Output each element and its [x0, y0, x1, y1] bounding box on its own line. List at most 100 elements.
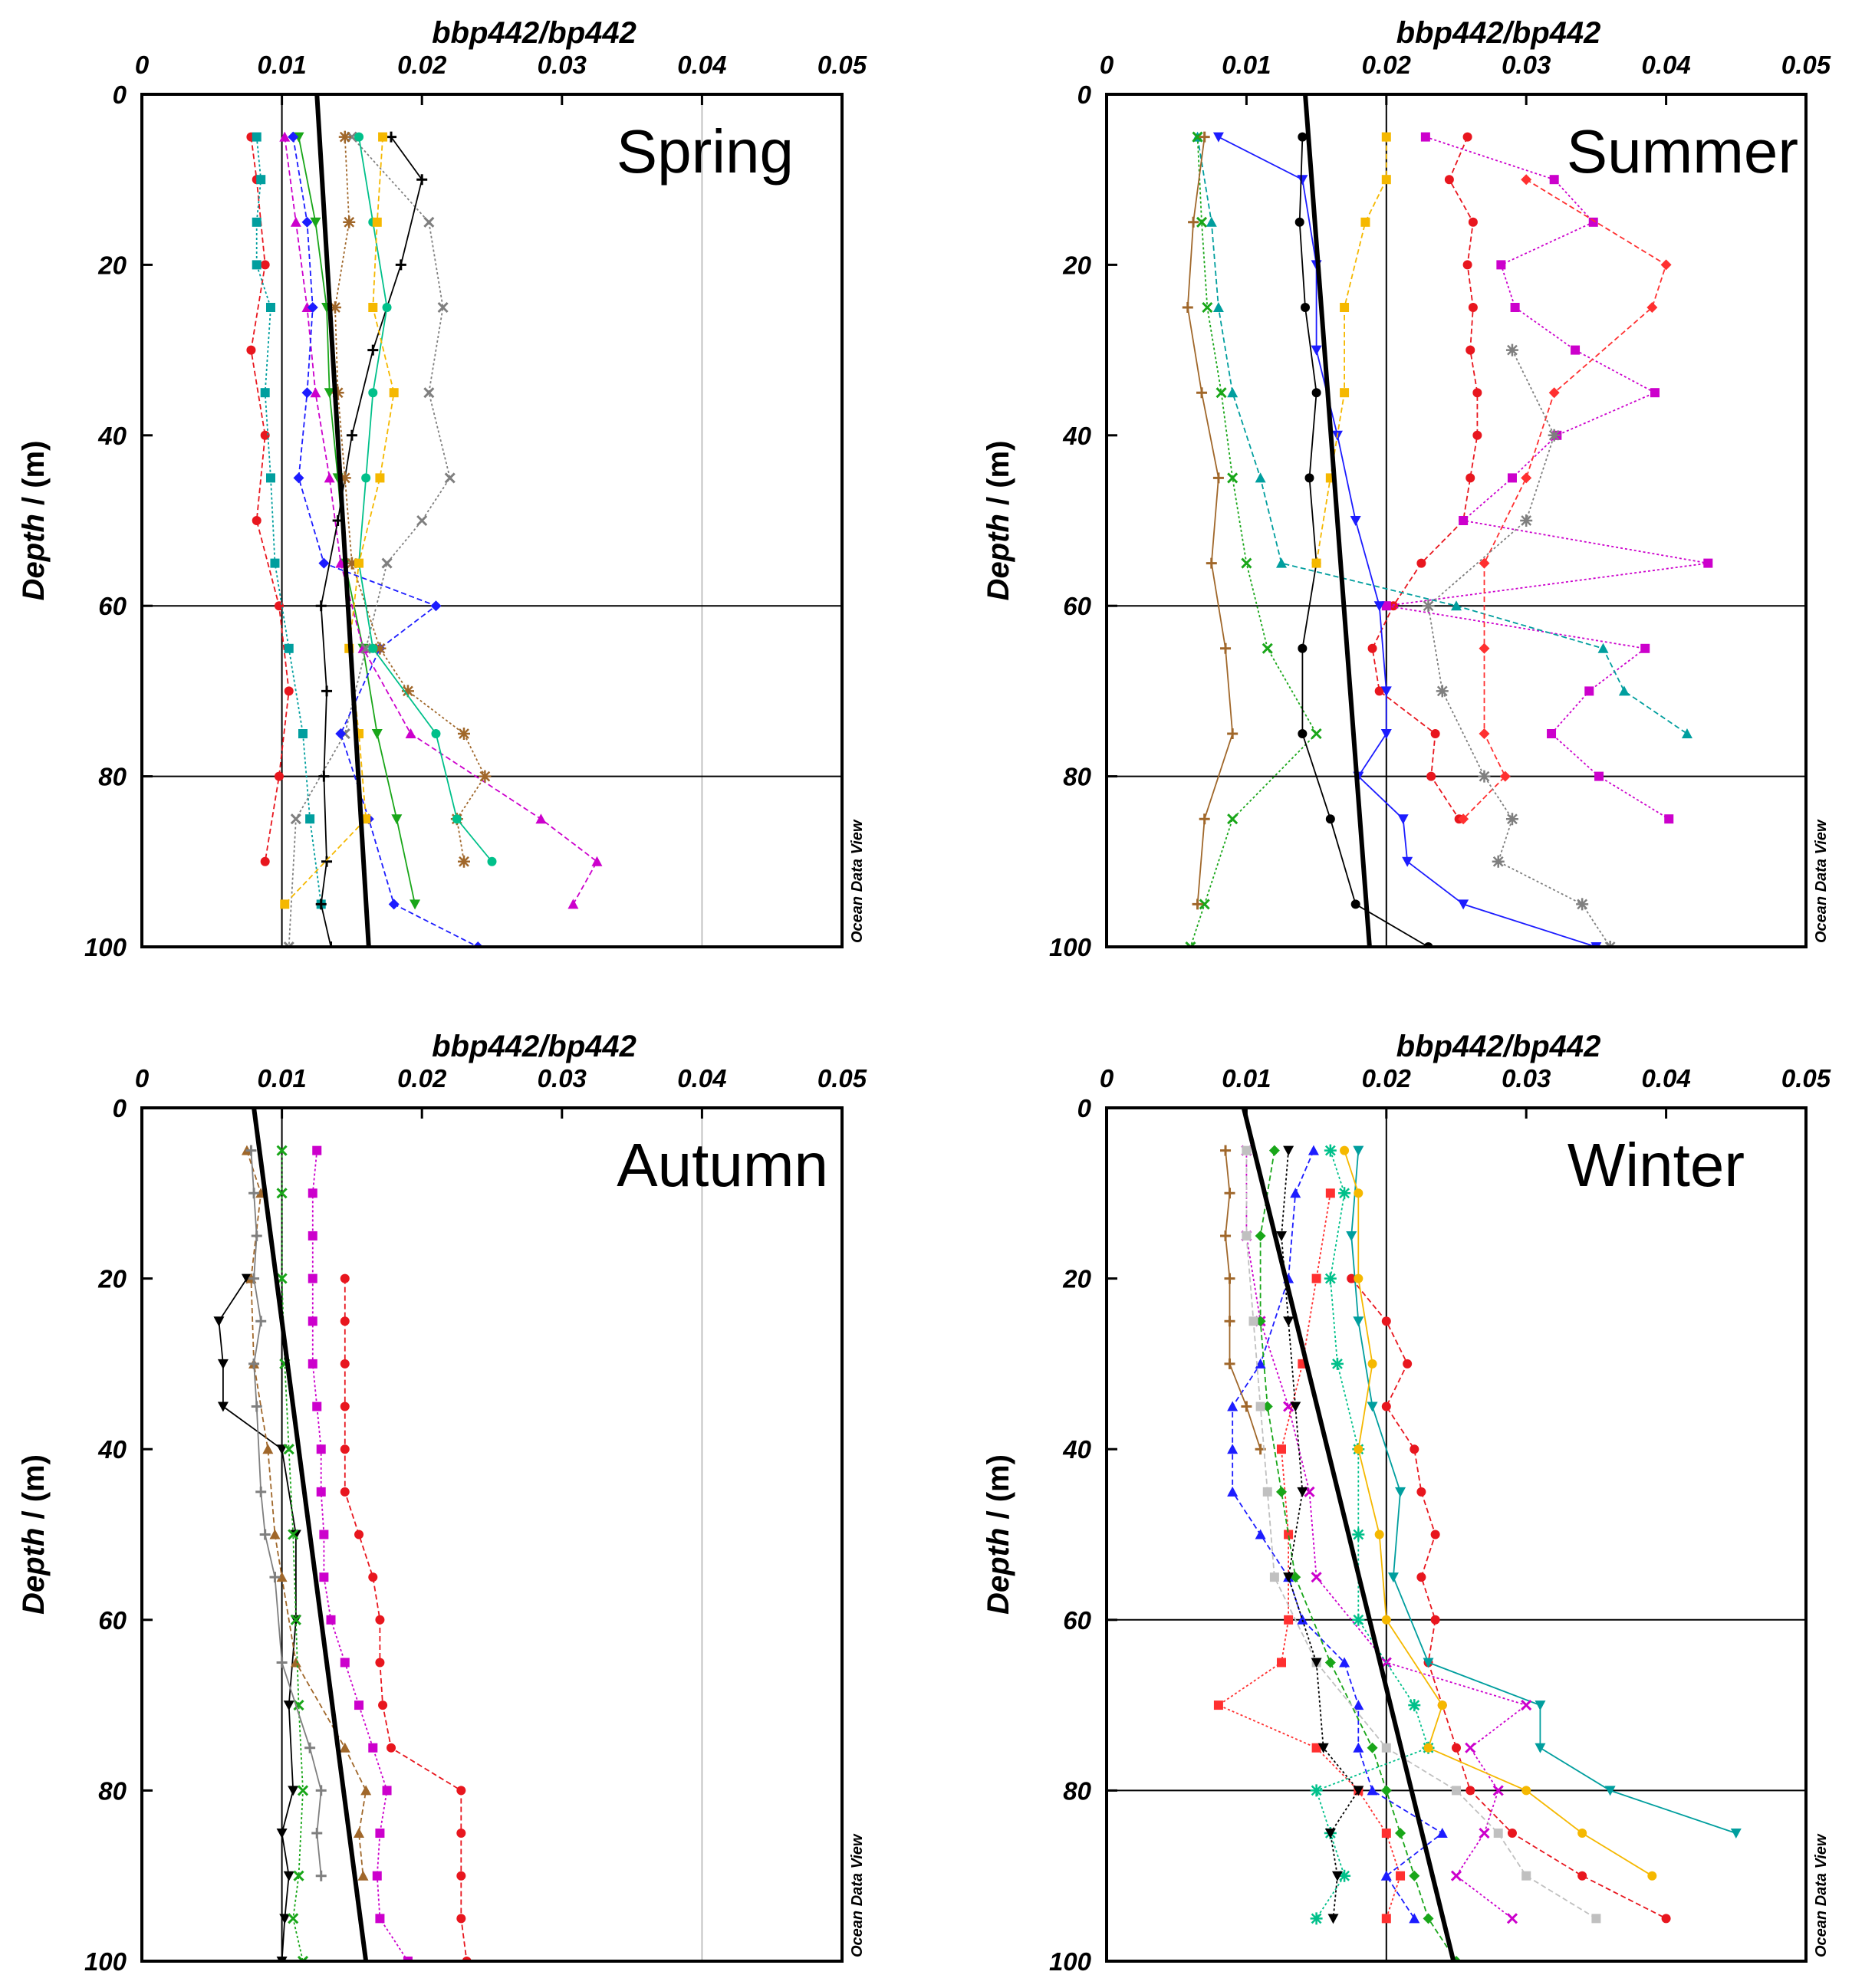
x-tick-label: 0.04 — [677, 1064, 726, 1093]
data-series — [245, 1145, 327, 1881]
data-point — [1298, 729, 1308, 738]
data-point — [338, 130, 351, 143]
x-tick-label: 0.03 — [1502, 1064, 1551, 1093]
data-point — [452, 814, 462, 824]
data-point — [288, 1786, 299, 1796]
data-point — [279, 131, 291, 142]
data-point — [1352, 1528, 1365, 1541]
data-point — [1381, 175, 1391, 185]
series-line — [1427, 350, 1611, 947]
data-point — [288, 1529, 299, 1540]
data-series — [354, 132, 497, 866]
data-point — [252, 260, 262, 270]
data-point — [1353, 1786, 1364, 1796]
data-point — [1339, 1657, 1350, 1668]
data-point — [372, 217, 382, 227]
data-point — [1416, 558, 1426, 568]
plot-frame — [140, 93, 844, 948]
data-point — [338, 472, 351, 485]
x-tick-label: 0 — [135, 51, 150, 79]
data-point — [423, 387, 435, 399]
data-point — [1416, 1572, 1426, 1582]
data-point — [403, 1957, 413, 1961]
y-tick-label: 40 — [1062, 422, 1091, 450]
data-point — [368, 1743, 378, 1753]
data-point — [1277, 1444, 1286, 1454]
data-point — [255, 1316, 267, 1327]
data-point — [375, 1615, 385, 1625]
data-point — [381, 557, 393, 569]
data-point — [1352, 1613, 1365, 1626]
y-axis-title-unit: / (m) — [17, 441, 51, 514]
series-line — [1371, 136, 1479, 820]
data-point — [1499, 771, 1511, 782]
data-point — [1584, 686, 1594, 696]
data-point — [375, 1829, 385, 1838]
data-point — [315, 600, 327, 612]
series-line — [1344, 1150, 1653, 1877]
data-point — [308, 1231, 317, 1240]
data-point — [371, 729, 383, 739]
data-point — [340, 1316, 350, 1326]
data-point — [1408, 1699, 1421, 1712]
y-tick-label: 20 — [1062, 1265, 1091, 1293]
data-point — [269, 1572, 281, 1583]
data-point — [1430, 1530, 1440, 1539]
x-tick-label: 0.02 — [1362, 51, 1412, 79]
data-point — [395, 259, 406, 271]
data-point — [324, 388, 335, 399]
series-line — [1232, 1150, 1444, 1919]
data-point — [1294, 217, 1304, 227]
data-point — [1224, 1316, 1235, 1327]
data-point — [315, 1870, 327, 1881]
x-tick-label: 0.01 — [1222, 51, 1271, 79]
series-line — [1218, 136, 1597, 947]
data-point — [270, 558, 280, 568]
data-point — [290, 813, 301, 825]
series-line — [1350, 1278, 1667, 1920]
data-point — [293, 1870, 304, 1881]
data-point — [1311, 1658, 1322, 1668]
data-point — [318, 771, 330, 782]
data-point — [312, 1145, 322, 1155]
series-line — [284, 136, 598, 905]
y-tick-label: 40 — [97, 1435, 127, 1464]
data-point — [318, 557, 330, 569]
data-point — [1450, 1870, 1462, 1881]
data-point — [1248, 1316, 1258, 1326]
x-tick-label: 0.02 — [1362, 1064, 1412, 1093]
data-point — [1311, 1743, 1321, 1753]
data-point — [1510, 303, 1520, 312]
data-series — [1347, 1273, 1671, 1924]
data-point — [1255, 1401, 1265, 1411]
data-point — [1227, 1486, 1239, 1497]
data-series — [288, 131, 484, 947]
data-point — [375, 473, 385, 483]
data-point — [1331, 1357, 1344, 1370]
data-point — [1255, 472, 1266, 483]
data-point — [1577, 1871, 1587, 1881]
data-point — [1521, 1871, 1531, 1881]
data-point — [1549, 175, 1559, 185]
watermark-text: Ocean Data View — [1813, 819, 1830, 943]
data-point — [1227, 472, 1239, 484]
data-point — [1730, 1829, 1742, 1839]
data-point — [319, 1530, 329, 1539]
data-point — [1604, 1786, 1616, 1796]
y-axis-title-main: Depth — [982, 514, 1015, 600]
data-point — [276, 1444, 288, 1455]
series-line — [250, 136, 290, 862]
data-point — [1505, 343, 1518, 357]
data-point — [388, 899, 400, 910]
data-point — [457, 728, 470, 740]
data-point — [1409, 1913, 1420, 1924]
data-point — [335, 728, 347, 739]
panel-title: Winter — [1567, 1131, 1745, 1199]
data-point — [1224, 1358, 1235, 1369]
data-point — [1276, 557, 1287, 568]
y-tick-label: 0 — [113, 81, 127, 109]
data-point — [1324, 1144, 1337, 1157]
data-point — [1535, 1700, 1546, 1711]
chart-panel-autumn: 0 0.01 0.02 0.03 0.04 0.05 bbp442/bp442 0 20 40 60… — [17, 1030, 867, 1976]
data-point — [246, 345, 256, 355]
